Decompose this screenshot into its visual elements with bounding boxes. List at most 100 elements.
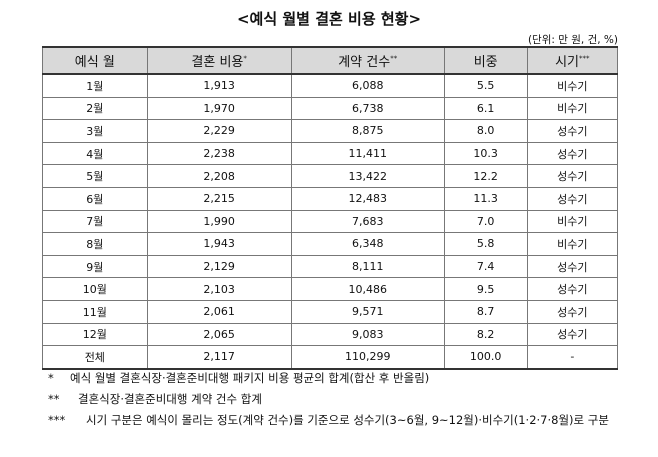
footnotes: * 예식 월별 결혼식장·결혼준비대행 패키지 비용 평균의 합계(합산 후 반올… — [48, 368, 628, 431]
column-header: 시기*** — [526, 46, 619, 75]
table-cell: 2,117 — [146, 345, 292, 370]
table-cell: 7.0 — [443, 209, 528, 234]
table-cell: 5월 — [42, 164, 148, 188]
table-cell: 9.5 — [443, 277, 528, 301]
column-header: 결혼 비용* — [146, 46, 292, 75]
table-row: 7월 1,990 7,683 7.0 비수기 — [42, 209, 619, 234]
table-cell: 2,065 — [146, 322, 292, 347]
table-cell: 성수기 — [526, 322, 619, 347]
table-row: 5월 2,208 13,422 12.2 성수기 — [42, 164, 619, 188]
table-cell: 성수기 — [526, 141, 619, 166]
table-cell: 성수기 — [526, 277, 619, 301]
header-text: 비중 — [473, 55, 498, 70]
table-cell: 1월 — [42, 73, 148, 98]
table-cell: 비수기 — [526, 209, 619, 234]
table-row: 전체 2,117 110,299 100.0- — [42, 345, 619, 370]
footnote-text: 예식 월별 결혼식장·결혼준비대행 패키지 비용 평균의 합계(합산 후 반올림… — [70, 371, 430, 385]
table-cell: 6.1 — [443, 96, 528, 121]
table-cell: 11,411 — [290, 141, 445, 166]
table-cell: 성수기 — [526, 254, 619, 279]
footnote-text: 결혼식장·결혼준비대행 계약 건수 합계 — [78, 392, 262, 406]
table-cell: 7.4 — [443, 254, 528, 279]
table-cell: 7,683 — [290, 209, 445, 234]
footnote-marker: ** — [48, 392, 60, 406]
header-row: 예식 월 결혼 비용* 계약 건수** 비중 시기*** — [42, 46, 619, 75]
table-cell: 성수기 — [526, 186, 619, 211]
table-cell: 100.0 — [443, 345, 528, 370]
table-row: 10월 2,103 10,486 9.5 성수기 — [42, 277, 619, 301]
table-cell: 8.2 — [443, 322, 528, 347]
table-cell: - — [526, 345, 619, 370]
table-row: 1월 1,913 6,088 5.5 비수기 — [42, 73, 619, 98]
table-cell: 8,111 — [290, 254, 445, 279]
table-cell: 11월 — [42, 299, 148, 324]
table-cell: 6월 — [42, 186, 148, 211]
table-cell: 8월 — [42, 232, 148, 256]
header-mark: ** — [390, 54, 398, 63]
table-cell: 13,422 — [290, 164, 445, 188]
table-cell: 8.7 — [443, 299, 528, 324]
table-cell: 4월 — [42, 141, 148, 166]
table-cell: 1,990 — [146, 209, 292, 234]
column-header: 계약 건수** — [290, 46, 445, 75]
table-cell: 성수기 — [526, 164, 619, 188]
table-cell: 1,913 — [146, 73, 292, 98]
footnote: ** 결혼식장·결혼준비대행 계약 건수 합계 — [48, 389, 628, 410]
unit-note: (단위: 만 원, 건, %) — [527, 34, 618, 46]
table-cell: 10,486 — [290, 277, 445, 301]
table-cell: 10.3 — [443, 141, 528, 166]
table-cell: 2,061 — [146, 299, 292, 324]
table-cell: 비수기 — [526, 73, 619, 98]
header-text: 시기 — [555, 55, 580, 70]
table-cell: 12월 — [42, 322, 148, 347]
table-cell: 9월 — [42, 254, 148, 279]
table-row: 11월 2,061 9,571 8.7 성수기 — [42, 299, 619, 324]
table-cell: 8.0 — [443, 119, 528, 143]
column-header: 예식 월 — [42, 46, 148, 75]
table-cell: 비수기 — [526, 232, 619, 256]
footnote: * 예식 월별 결혼식장·결혼준비대행 패키지 비용 평균의 합계(합산 후 반올… — [48, 368, 628, 389]
table-cell: 110,299 — [290, 345, 445, 370]
title: <예식 월별 결혼 비용 현황> — [236, 10, 422, 28]
table-cell: 5.8 — [443, 232, 528, 256]
header-text: 계약 건수 — [338, 55, 391, 70]
table-cell: 5.5 — [443, 73, 528, 98]
table-body: 1월 1,913 6,088 5.5 비수기 2월 1,970 6,738 6.1 비수기 3월 2,… — [42, 73, 619, 370]
table-cell: 10월 — [42, 277, 148, 301]
table-cell: 12.2 — [443, 164, 528, 188]
table-cell: 3월 — [42, 119, 148, 143]
header-mark: * — [243, 54, 247, 63]
table-row: 8월 1,943 6,348 5.8 비수기 — [42, 232, 619, 256]
table-cell: 9,571 — [290, 299, 445, 324]
table-cell: 2,215 — [146, 186, 292, 211]
table-cell: 전체 — [42, 345, 148, 370]
footnote-marker: * — [48, 371, 54, 385]
table-cell: 2,129 — [146, 254, 292, 279]
table-cell: 1,943 — [146, 232, 292, 256]
table-cell: 2월 — [42, 96, 148, 121]
table: 예식 월 결혼 비용* 계약 건수** 비중 시기*** 1월 1,913 6,088 5.5… — [42, 46, 619, 370]
header-text: 예식 월 — [74, 55, 115, 70]
table-cell: 6,088 — [290, 73, 445, 98]
footnote-text: 시기 구분은 예식이 몰리는 정도(계약 건수)를 기준으로 성수기(3~6월,… — [86, 413, 609, 427]
table-cell: 성수기 — [526, 299, 619, 324]
table-cell: 2,229 — [146, 119, 292, 143]
table-cell: 6,738 — [290, 96, 445, 121]
table-cell: 1,970 — [146, 96, 292, 121]
table-cell: 7월 — [42, 209, 148, 234]
table-row: 4월 2,238 11,411 10.3 성수기 — [42, 141, 619, 166]
table-row: 12월 2,065 9,083 8.2 성수기 — [42, 322, 619, 347]
table-cell: 성수기 — [526, 119, 619, 143]
table-row: 6월 2,215 12,483 11.3 성수기 — [42, 186, 619, 211]
table-cell: 비수기 — [526, 96, 619, 121]
table-cell: 2,103 — [146, 277, 292, 301]
table-cell: 6,348 — [290, 232, 445, 256]
table-row: 3월 2,229 8,875 8.0 성수기 — [42, 119, 619, 143]
footnote-marker: *** — [48, 413, 66, 427]
footnote: *** 시기 구분은 예식이 몰리는 정도(계약 건수)를 기준으로 성수기(3~… — [48, 410, 628, 431]
header-text: 결혼 비용 — [191, 55, 244, 70]
header-mark: *** — [579, 54, 590, 63]
column-header: 비중 — [443, 46, 528, 75]
table-cell: 8,875 — [290, 119, 445, 143]
